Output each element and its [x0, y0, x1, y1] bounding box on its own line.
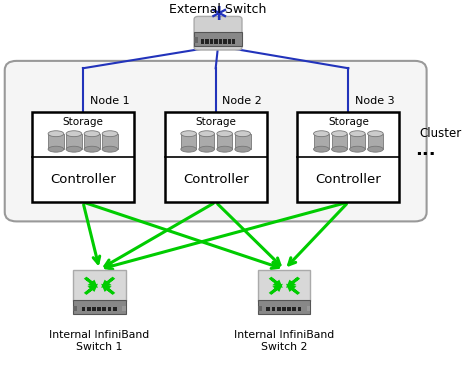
Bar — [201, 39, 204, 44]
Bar — [73, 306, 77, 311]
Bar — [368, 134, 383, 149]
Ellipse shape — [331, 146, 347, 152]
Text: Controller: Controller — [183, 173, 248, 186]
FancyBboxPatch shape — [194, 16, 242, 50]
Ellipse shape — [349, 131, 365, 137]
Ellipse shape — [199, 131, 214, 137]
Bar — [258, 270, 310, 301]
Bar — [235, 134, 250, 149]
Bar — [219, 39, 222, 44]
Bar — [210, 39, 213, 44]
Bar — [84, 134, 100, 149]
FancyArrow shape — [103, 286, 113, 293]
Bar — [108, 307, 111, 311]
Bar — [223, 39, 227, 44]
Bar — [298, 307, 301, 311]
Bar — [282, 307, 286, 311]
Text: Node 2: Node 2 — [222, 96, 262, 106]
Bar — [87, 307, 91, 311]
Bar — [199, 134, 214, 149]
Text: Controller: Controller — [50, 173, 116, 186]
Text: Internal InfiniBand
Switch 1: Internal InfiniBand Switch 1 — [49, 330, 150, 352]
Bar — [258, 300, 310, 314]
Ellipse shape — [349, 146, 365, 152]
Text: Storage: Storage — [195, 117, 236, 127]
Ellipse shape — [368, 146, 383, 152]
Ellipse shape — [368, 131, 383, 137]
Text: *: * — [209, 5, 227, 34]
Ellipse shape — [66, 146, 82, 152]
Bar — [66, 134, 82, 149]
Bar — [228, 39, 231, 44]
Bar — [287, 307, 291, 311]
FancyArrow shape — [271, 279, 281, 286]
Bar — [298, 111, 399, 202]
Ellipse shape — [84, 131, 100, 137]
Ellipse shape — [199, 146, 214, 152]
Bar — [214, 39, 218, 44]
Ellipse shape — [66, 131, 82, 137]
Bar — [97, 307, 101, 311]
FancyArrow shape — [86, 279, 96, 286]
Bar — [272, 307, 275, 311]
Ellipse shape — [48, 146, 64, 152]
Ellipse shape — [235, 146, 250, 152]
Ellipse shape — [84, 146, 100, 152]
Bar — [32, 111, 134, 202]
FancyArrow shape — [288, 286, 298, 293]
Ellipse shape — [217, 131, 232, 137]
Bar — [292, 307, 296, 311]
Bar — [165, 111, 266, 202]
Ellipse shape — [313, 146, 329, 152]
Text: ...: ... — [415, 141, 436, 159]
Text: Node 1: Node 1 — [90, 96, 129, 106]
Bar — [232, 39, 236, 44]
FancyArrow shape — [86, 286, 96, 293]
FancyBboxPatch shape — [5, 61, 427, 221]
Bar — [102, 134, 118, 149]
Bar — [194, 37, 198, 43]
FancyArrow shape — [271, 286, 281, 293]
Text: Cluster: Cluster — [419, 127, 462, 140]
Bar — [217, 134, 233, 149]
Ellipse shape — [313, 131, 329, 137]
Ellipse shape — [48, 131, 64, 137]
Text: External Switch: External Switch — [169, 3, 267, 16]
Bar — [331, 134, 347, 149]
Text: Storage: Storage — [328, 117, 369, 127]
Bar — [238, 37, 242, 43]
Text: Controller: Controller — [316, 173, 381, 186]
Ellipse shape — [181, 131, 196, 137]
Text: Node 3: Node 3 — [355, 96, 394, 106]
Bar — [266, 307, 270, 311]
Bar — [277, 307, 281, 311]
Bar — [194, 32, 242, 46]
Ellipse shape — [331, 131, 347, 137]
Bar — [92, 307, 96, 311]
Text: Storage: Storage — [63, 117, 103, 127]
Bar — [313, 134, 329, 149]
Bar — [258, 306, 262, 311]
FancyArrow shape — [288, 279, 298, 286]
Ellipse shape — [217, 146, 232, 152]
Bar — [205, 39, 209, 44]
FancyArrow shape — [103, 279, 113, 286]
Bar — [82, 307, 85, 311]
Ellipse shape — [102, 131, 118, 137]
Bar — [350, 134, 365, 149]
Bar — [307, 306, 310, 311]
Bar — [73, 300, 126, 314]
Bar — [113, 307, 117, 311]
Ellipse shape — [235, 131, 250, 137]
Text: Internal InfiniBand
Switch 2: Internal InfiniBand Switch 2 — [234, 330, 335, 352]
Bar — [48, 134, 64, 149]
Bar — [122, 306, 126, 311]
Ellipse shape — [181, 146, 196, 152]
Bar — [102, 307, 106, 311]
Bar — [73, 270, 126, 301]
Ellipse shape — [102, 146, 118, 152]
Bar — [181, 134, 196, 149]
